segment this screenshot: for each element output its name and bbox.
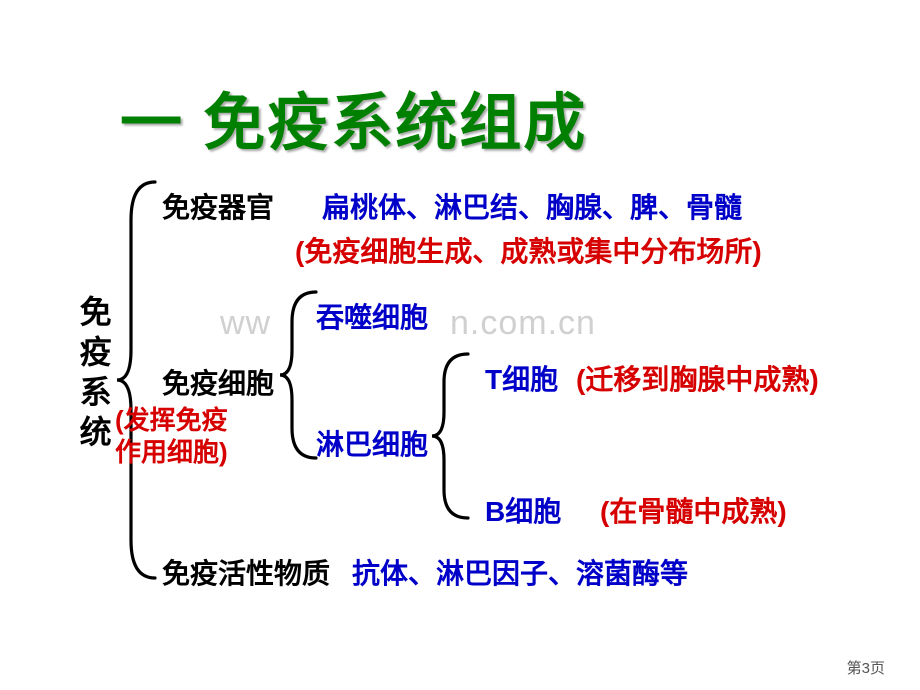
brace-lymph [430,352,470,520]
branch-substance-label: 免疫活性物质 [162,552,330,592]
branch-organ-examples: 扁桃体、淋巴结、胸腺、脾、骨髓 [322,186,742,226]
leaf-b-cell: B细胞 [485,490,561,530]
branch-organ-label: 免疫器官 [162,186,274,226]
leaf-b-note: (在骨髓中成熟) [600,490,787,530]
page-number: 第3页 [847,657,885,678]
branch-cell-note2: 作用细胞) [115,432,228,469]
watermark-left: ww [220,304,271,343]
watermark-right: n.com.cn [450,304,596,343]
branch-substance-examples: 抗体、淋巴因子、溶菌酶等 [352,552,688,592]
leaf-t-note: (迁移到胸腺中成熟) [576,358,819,398]
brace-root [115,180,157,580]
sub-phagocyte: 吞噬细胞 [316,296,428,336]
sub-lymphocyte: 淋巴细胞 [316,423,428,463]
leaf-t-cell: T细胞 [485,358,558,398]
root-label: 免疫系统 [72,295,114,455]
brace-cells [278,290,318,460]
branch-cell-label: 免疫细胞 [162,362,274,402]
page-title: 一 免疫系统组成 [120,72,587,162]
branch-organ-note: (免疫细胞生成、成熟或集中分布场所) [295,230,762,270]
